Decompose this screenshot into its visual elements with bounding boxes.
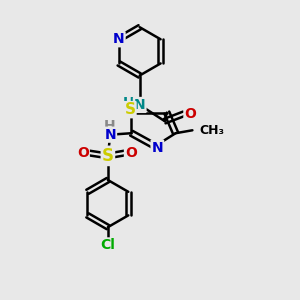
Text: N: N bbox=[104, 128, 116, 142]
Text: N: N bbox=[134, 98, 146, 112]
Text: Cl: Cl bbox=[100, 238, 115, 252]
Text: N: N bbox=[113, 32, 124, 46]
Text: H: H bbox=[104, 119, 116, 134]
Text: N: N bbox=[152, 141, 163, 154]
Text: S: S bbox=[102, 147, 114, 165]
Text: S: S bbox=[124, 102, 136, 117]
Text: O: O bbox=[184, 107, 196, 121]
Text: O: O bbox=[77, 146, 89, 160]
Text: H: H bbox=[123, 97, 134, 110]
Text: CH₃: CH₃ bbox=[199, 124, 224, 137]
Text: O: O bbox=[125, 146, 137, 160]
